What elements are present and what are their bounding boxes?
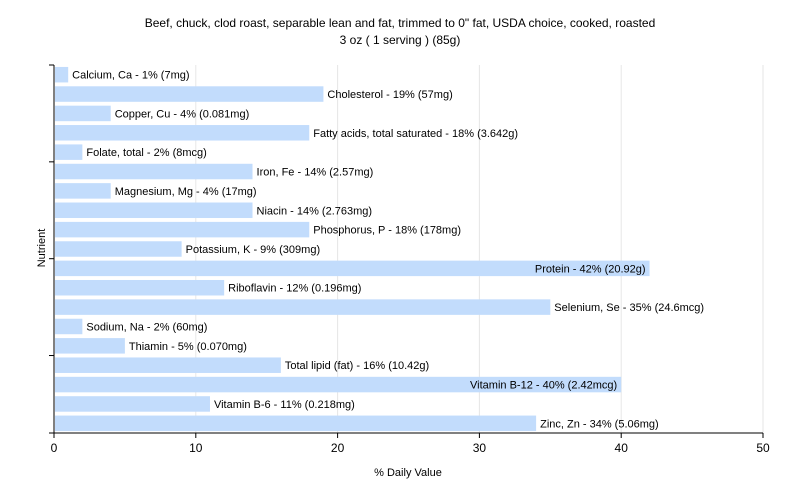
bar-8 (55, 221, 310, 238)
bar-11 (55, 279, 225, 296)
chart-title: Beef, chuck, clod roast, separable lean … (145, 16, 656, 30)
bar-label-14: Thiamin - 5% (0.070mg) (129, 341, 247, 353)
bar-label-13: Sodium, Na - 2% (60mg) (86, 321, 207, 333)
bar-label-8: Phosphorus, P - 18% (178mg) (313, 225, 461, 237)
bar-18 (55, 415, 537, 432)
bar-17 (55, 396, 210, 412)
x-axis-label: % Daily Value (374, 467, 442, 479)
bar-14 (55, 338, 125, 354)
bar-label-5: Iron, Fe - 14% (2.57mg) (257, 167, 374, 179)
bar-4 (55, 144, 83, 160)
bar-2 (55, 105, 111, 122)
y-axis-label: Nutrient (36, 229, 48, 268)
bar-15 (55, 357, 281, 373)
bar-label-18: Zinc, Zn - 34% (5.06mg) (540, 418, 659, 430)
bar-16 (55, 376, 622, 393)
bar-label-2: Copper, Cu - 4% (0.081mg) (115, 108, 250, 120)
bar-0 (55, 66, 69, 83)
bar-label-0: Calcium, Ca - 1% (7mg) (72, 70, 189, 82)
bar-label-12: Selenium, Se - 35% (24.6mcg) (554, 302, 704, 314)
bar-label-10: Protein - 42% (20.92g) (535, 263, 646, 275)
x-tick-label-5: 50 (756, 441, 770, 455)
bar-label-11: Riboflavin - 12% (0.196mg) (228, 283, 361, 295)
x-tick-label-4: 40 (615, 441, 629, 455)
bar-6 (55, 183, 111, 199)
chart-subtitle: 3 oz ( 1 serving ) (85g) (340, 33, 461, 47)
x-tick-label-0: 0 (51, 441, 58, 455)
x-tick-label-3: 30 (473, 441, 487, 455)
bar-label-7: Niacin - 14% (2.763mg) (257, 205, 373, 217)
axes (49, 64, 763, 434)
bar-7 (55, 202, 253, 219)
bar-label-6: Magnesium, Mg - 4% (17mg) (115, 186, 257, 198)
bars: Calcium, Ca - 1% (7mg) Cholesterol - 19% … (55, 66, 704, 432)
bar-label-9: Potassium, K - 9% (309mg) (186, 244, 321, 256)
bar-12 (55, 299, 551, 315)
bar-label-4: Folate, total - 2% (8mcg) (86, 147, 206, 159)
bar-3 (55, 125, 310, 141)
bar-13 (55, 318, 83, 335)
bar-5 (55, 163, 253, 180)
bar-label-1: Cholesterol - 19% (57mg) (327, 89, 452, 101)
bar-label-3: Fatty acids, total saturated - 18% (3.64… (313, 128, 518, 140)
bar-10 (55, 260, 650, 277)
bar-1 (55, 86, 324, 102)
bar-9 (55, 241, 182, 257)
bar-label-15: Total lipid (fat) - 16% (10.42g) (285, 360, 429, 372)
x-tick-label-1: 10 (189, 441, 203, 455)
x-axis-ticks: 0 10 20 30 40 50 (51, 433, 770, 455)
x-tick-label-2: 20 (331, 441, 345, 455)
bar-label-16: Vitamin B-12 - 40% (2.42mcg) (470, 380, 617, 392)
bar-label-17: Vitamin B-6 - 11% (0.218mg) (214, 399, 355, 411)
